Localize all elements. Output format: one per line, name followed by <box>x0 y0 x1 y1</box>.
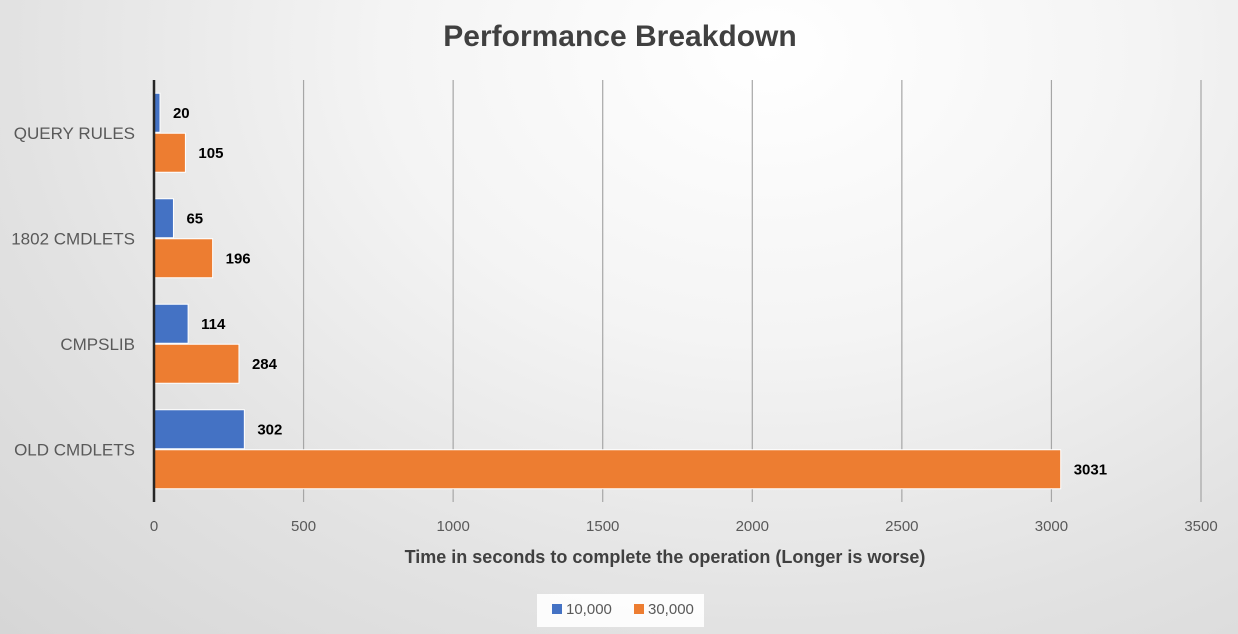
data-label: 114 <box>201 316 226 333</box>
bar <box>153 343 240 384</box>
data-label: 196 <box>226 250 251 267</box>
legend-label: 10,000 <box>566 601 612 618</box>
data-label: 302 <box>257 421 282 438</box>
x-tick-label: 500 <box>291 518 316 535</box>
data-label: 3031 <box>1074 461 1107 478</box>
axes: 0 500 1000 1500 2000 2500 3000 3500 QUERY RULES 1… <box>11 80 1218 535</box>
legend-box <box>537 594 704 627</box>
x-tick-label: 0 <box>150 518 158 535</box>
bar <box>153 238 214 279</box>
legend-swatch <box>634 604 644 614</box>
data-label: 20 <box>173 105 190 122</box>
data-label: 65 <box>186 210 203 227</box>
legend-label: 30,000 <box>648 601 694 618</box>
x-tick-label: 1500 <box>586 518 619 535</box>
legend-swatch <box>552 604 562 614</box>
bar <box>153 132 186 173</box>
legend: 10,000 30,000 <box>537 594 704 627</box>
x-tick-label: 3000 <box>1035 518 1068 535</box>
category-label: 1802 CMDLETS <box>11 229 135 248</box>
category-label: CMPSLIB <box>60 335 135 354</box>
category-label: QUERY RULES <box>14 124 135 143</box>
gridlines <box>302 80 1202 502</box>
bar <box>153 198 174 239</box>
x-tick-label: 2000 <box>736 518 769 535</box>
chart-title: Performance Breakdown <box>443 20 796 53</box>
bar <box>153 409 245 450</box>
category-label: OLD CMDLETS <box>14 440 135 459</box>
bars <box>153 92 1062 490</box>
data-label: 284 <box>252 356 278 373</box>
data-labels: 20 105 65 196 114 284 302 3031 <box>173 105 1107 479</box>
x-tick-label: 2500 <box>885 518 918 535</box>
data-label: 105 <box>198 145 223 162</box>
x-tick-label: 1000 <box>436 518 469 535</box>
x-axis-title: Time in seconds to complete the operatio… <box>405 547 926 567</box>
bar <box>153 303 189 344</box>
bar <box>153 449 1062 490</box>
x-tick-label: 3500 <box>1184 518 1217 535</box>
